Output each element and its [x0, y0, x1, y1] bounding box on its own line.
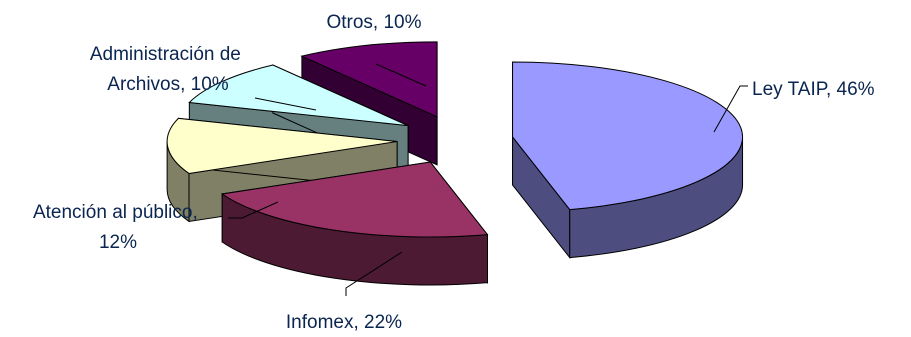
slice-infomex-top: [220, 161, 489, 238]
leader-lines: [228, 63, 748, 296]
label-administracion: Administración de Archivos, 10%: [90, 44, 246, 95]
label-infomex: Infomex, 22%: [286, 312, 402, 333]
label-atencion-line2: 12%: [99, 232, 137, 253]
label-atencion: Atención al público, 12%: [33, 202, 203, 253]
label-ley-taip: Ley TAIP, 46%: [752, 79, 875, 100]
slice-administracion-de-archivos-top: [188, 64, 409, 127]
label-atencion-line1: Atención al público,: [33, 202, 198, 223]
data-labels: Otros, 10% Administración de Archivos, 1…: [33, 12, 875, 333]
pie-slices: [166, 41, 744, 286]
leader-infomex: [345, 251, 403, 296]
slice-atencion-al-publico-top: [166, 117, 398, 174]
leader-administracion: [254, 97, 317, 111]
slice-ley-taip-top: [512, 61, 744, 211]
slice-ley-taip: [512, 61, 744, 260]
slice-otros-top: [300, 41, 438, 118]
leader-otros: [375, 63, 427, 87]
slice-infomex: [220, 160, 489, 286]
leader-atencion: [228, 201, 279, 219]
label-administracion-line2: Archivos, 10%: [107, 74, 229, 95]
label-administracion-line1: Administración de: [90, 44, 241, 65]
label-otros: Otros, 10%: [326, 12, 421, 33]
leader-ley-taip: [713, 85, 748, 133]
